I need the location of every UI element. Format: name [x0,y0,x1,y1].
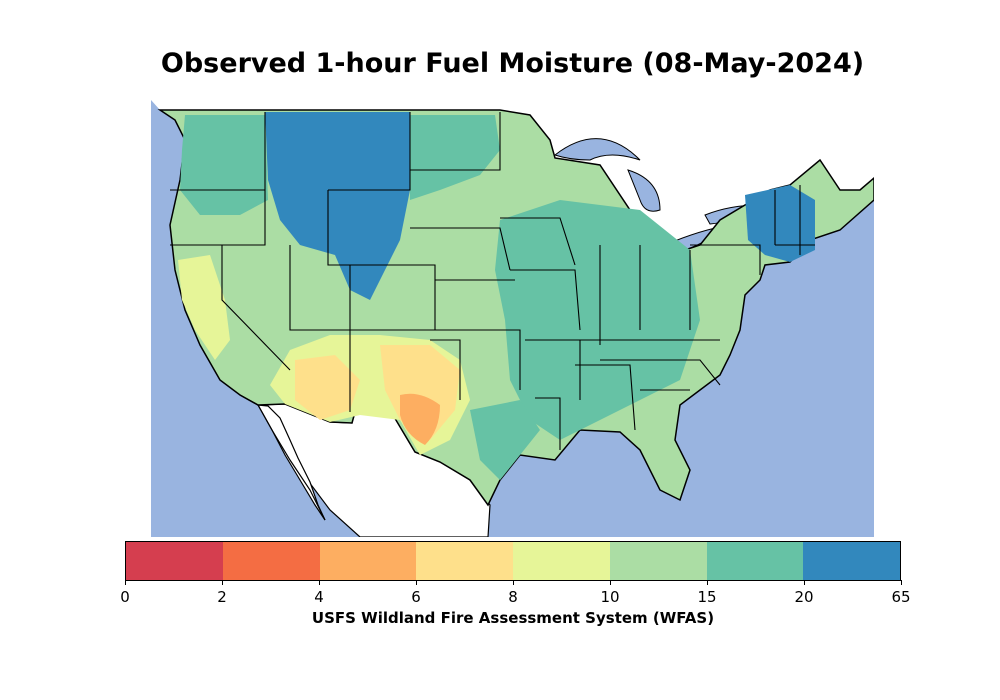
region-20-65-northeast [745,185,815,262]
region-15-20-pnw [180,115,268,215]
colorbar-tick-mark [706,580,708,585]
colorbar-tick-label: 8 [508,588,518,606]
colorbar-segment-3 [416,542,513,580]
colorbar-tick-mark [609,580,611,585]
state-borders [170,112,815,450]
colorbar-tick-label: 4 [314,588,324,606]
colorbar-tick-label: 65 [891,588,911,606]
region-8-10-california [178,255,230,360]
region-6-8-arizona [295,355,360,420]
colorbar-tick-mark [221,580,223,585]
colorbar-tick-mark [803,580,805,585]
colorbar-segment-1 [222,542,320,580]
colorbar-segment-5 [609,542,707,580]
colorbar-tick-mark [415,580,417,585]
map-title: Observed 1-hour Fuel Moisture (08-May-20… [160,48,865,79]
region-20-65-north-rockies [265,112,410,300]
colorbar-segment-0 [126,542,223,580]
colorbar-tick-label: 0 [120,588,130,606]
colorbar-segment-6 [706,542,804,580]
colorbar-tick-label: 20 [794,588,814,606]
region-15-20-midwest [495,200,700,440]
region-4-6-texas [400,393,440,445]
colorbar-tick-mark [900,580,902,585]
colorbar-label: USFS Wildland Fire Assessment System (WF… [311,609,715,627]
colorbar-tick-label: 2 [217,588,227,606]
colorbar-tick-label: 15 [697,588,717,606]
fuel-moisture-map [151,85,874,537]
moisture-shading [178,112,815,480]
colorbar-tick-mark [124,580,126,585]
region-15-20-texas [470,400,540,480]
colorbar-segment-4 [513,542,610,580]
canada-land [151,85,874,255]
colorbar-tick-mark [512,580,514,585]
colorbar-tick-mark [318,580,320,585]
colorbar-tick-label: 6 [411,588,421,606]
region-6-8-newmexico [380,345,460,440]
baja-coast [239,394,326,521]
colorbar-segment-2 [319,542,417,580]
colorbar-segment-7 [803,542,900,580]
colorbar-tick-label: 10 [600,588,620,606]
region-15-20-northplains [410,115,500,200]
colorbar [125,541,901,581]
